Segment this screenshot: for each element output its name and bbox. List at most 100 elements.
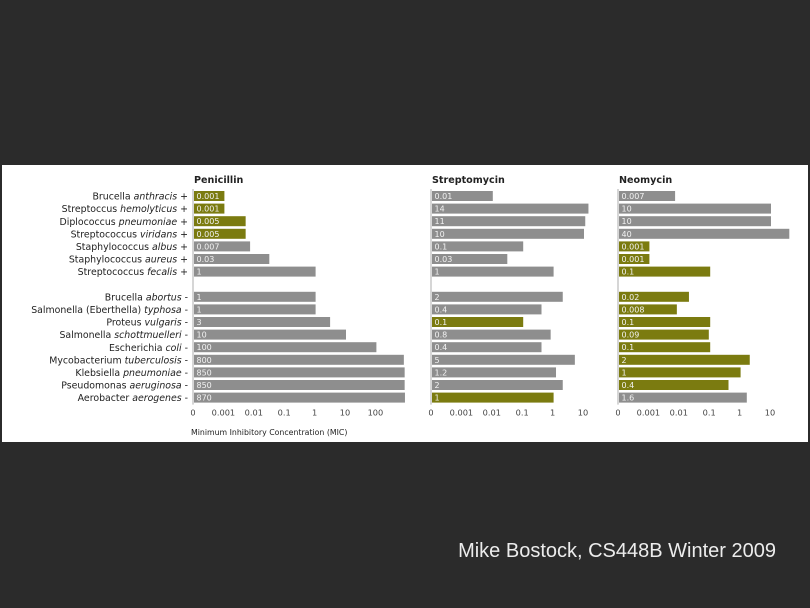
bar-value-label: 1 [197,268,202,277]
row-label: Streptoccus hemolyticus + [62,204,188,215]
tick-label: 1 [737,408,742,418]
tick-label: 1 [312,408,317,418]
row-label: Streptococcus fecalis + [78,267,188,278]
bar [432,216,586,227]
bar-value-label: 800 [197,356,212,365]
bar-value-label: 1 [622,368,627,377]
bar [432,367,557,378]
bar [432,254,508,264]
bar [432,329,551,340]
bar-value-label: 0.4 [622,381,635,390]
bar [432,191,493,201]
bar [432,291,563,302]
bar [194,304,316,315]
bar [194,367,405,378]
tick-label: 0.1 [703,408,716,418]
bar-value-label: 1 [435,394,440,403]
bar [619,367,741,378]
bar [619,291,689,302]
bar-value-label: 3 [197,318,202,327]
bar-value-label: 10 [622,205,632,214]
row-label: Brucella abortus - [105,292,188,303]
bar [619,317,711,327]
bar [432,354,575,365]
bar-value-label: 1 [197,305,202,314]
bar [619,228,790,239]
tick-label: 0.1 [278,408,291,418]
bar [619,266,711,277]
bar [432,304,542,315]
bar-value-label: 2 [435,293,440,302]
bar-value-label: 10 [622,217,632,226]
bar [619,254,650,264]
bar-value-label: 0.008 [622,305,645,314]
bar [194,216,246,227]
antibiotic-mic-chart: Brucella anthracis +Streptoccus hemolyti… [31,175,790,437]
bar [432,317,524,327]
bar-value-label: 0.4 [435,343,448,352]
panel-title: Neomycin [619,175,672,186]
chart-panel: Brucella anthracis + Streptoccus hemolyti… [2,165,808,442]
bar-value-label: 10 [435,230,445,239]
bar-value-label: 850 [197,368,212,377]
slide-credit: Mike Bostock, CS448B Winter 2009 [458,540,776,562]
bar [194,254,270,264]
bar-value-label: 0.007 [197,242,220,251]
bar [432,203,589,214]
bar-value-label: 0.09 [622,331,640,340]
row-label: Klebsiella pneumoniae - [75,368,188,379]
bar-value-label: 2 [622,356,627,365]
x-axis-label: Minimum Inhibitory Concentration (MIC) [191,428,347,437]
bar-value-label: 850 [197,381,212,390]
bar-value-label: 1 [435,268,440,277]
bar-value-label: 10 [197,331,207,340]
row-label: Salmonella schottmuelleri - [59,330,188,341]
bar [619,216,771,227]
row-label: Pseudomonas aeruginosa - [61,381,188,392]
bar [194,228,246,239]
bar-value-label: 0.001 [622,255,645,264]
row-label: Diplococcus pneumoniae + [60,217,189,228]
bar-value-label: 1 [197,293,202,302]
bar-value-label: 0.001 [622,242,645,251]
bar [432,241,524,252]
bar [194,191,225,201]
row-label: Streptococcus viridans + [71,229,188,240]
bar [194,342,377,353]
tick-label: 0 [615,408,620,418]
bar [619,354,750,365]
bar [432,392,554,403]
bar [194,392,405,403]
bar [619,392,747,403]
bar-value-label: 40 [622,230,632,239]
bar [432,266,554,277]
bar-value-label: 0.01 [435,192,453,201]
bar [619,203,771,214]
row-label: Staphylococcus aureus + [69,255,188,266]
bar-value-label: 2 [435,381,440,390]
bar-value-label: 0.1 [435,242,448,251]
bar [194,241,251,252]
bar-value-label: 0.001 [197,205,220,214]
tick-label: 0.001 [450,408,473,418]
bar [619,329,709,340]
bar-value-label: 100 [197,343,212,352]
bar [194,329,346,340]
bar [194,380,405,390]
bar-value-label: 11 [435,217,445,226]
bar-value-label: 0.03 [197,255,215,264]
bar [194,317,331,327]
tick-label: 0.01 [670,408,688,418]
bar-value-label: 0.8 [435,331,448,340]
bar-value-label: 0.02 [622,293,640,302]
bar [432,228,584,239]
tick-label: 0 [190,408,195,418]
bar-value-label: 5 [435,356,440,365]
bar [194,266,316,277]
panel-title: Penicillin [194,175,243,186]
tick-label: 1 [550,408,555,418]
bar-value-label: 0.1 [622,343,635,352]
bar-value-label: 0.005 [197,217,220,226]
row-label: Aerobacter aerogenes - [78,393,188,404]
bar [619,342,711,353]
